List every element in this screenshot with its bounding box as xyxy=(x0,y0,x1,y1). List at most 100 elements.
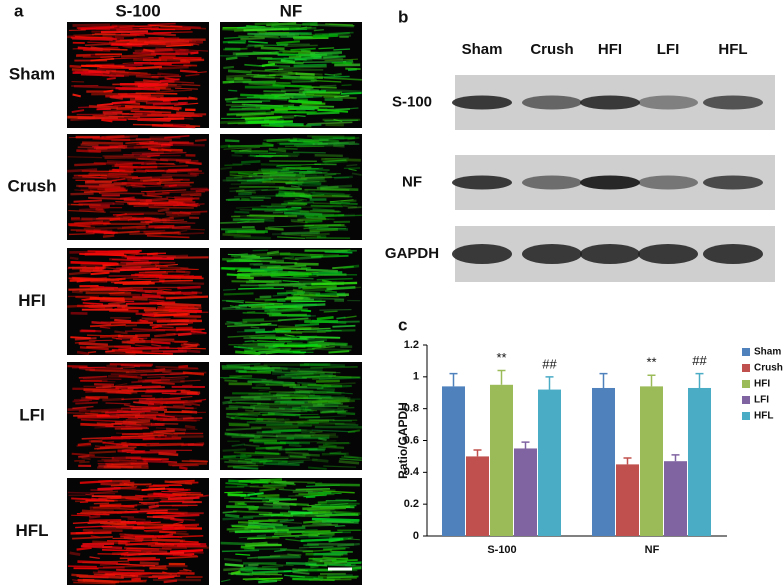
fiber xyxy=(79,366,96,371)
fiber xyxy=(260,52,303,56)
fiber xyxy=(253,404,301,409)
fiber xyxy=(329,451,342,455)
fiber xyxy=(262,484,287,487)
fiber xyxy=(137,82,169,88)
fiber xyxy=(256,534,267,537)
fiber xyxy=(110,262,151,266)
fiber xyxy=(239,454,252,460)
fiber xyxy=(276,163,322,167)
fiber xyxy=(285,538,304,542)
fiber xyxy=(125,423,164,428)
fiber xyxy=(82,377,122,380)
fiber xyxy=(89,368,136,373)
fiber xyxy=(295,487,331,491)
fiber xyxy=(111,456,141,460)
fiber xyxy=(274,549,286,553)
fiber xyxy=(156,181,194,185)
fiber xyxy=(301,523,339,527)
fiber xyxy=(94,32,140,36)
fiber xyxy=(121,112,162,116)
fiber xyxy=(135,92,178,95)
fiber xyxy=(265,500,280,503)
fiber xyxy=(224,379,238,383)
fiber xyxy=(225,176,243,180)
fiber xyxy=(233,451,280,455)
fiber xyxy=(253,264,281,267)
fiber xyxy=(90,271,110,276)
fiber xyxy=(231,443,246,447)
fiber xyxy=(302,21,318,26)
fiber xyxy=(320,187,359,192)
fiber xyxy=(74,70,104,76)
fiber xyxy=(271,522,282,526)
fiber xyxy=(324,58,358,62)
fiber xyxy=(323,465,357,468)
fiber xyxy=(132,123,174,126)
fiber xyxy=(279,252,324,258)
fiber xyxy=(100,30,149,34)
fiber xyxy=(103,89,114,93)
fiber xyxy=(236,112,275,117)
fiber xyxy=(300,337,315,341)
fiber xyxy=(294,535,333,538)
fiber xyxy=(97,462,114,465)
fiber xyxy=(242,577,283,580)
legend-label: HFI xyxy=(754,379,770,390)
fiber xyxy=(238,370,272,374)
fiber xyxy=(245,577,259,581)
fiber xyxy=(116,563,156,567)
fiber xyxy=(290,185,300,188)
fiber xyxy=(71,452,95,457)
fiber xyxy=(111,178,126,182)
fiber xyxy=(310,192,351,196)
fiber xyxy=(284,419,330,424)
fiber xyxy=(294,433,330,437)
fiber xyxy=(130,110,172,114)
fiber xyxy=(172,341,199,344)
fiber xyxy=(121,254,136,258)
fiber xyxy=(311,319,347,325)
fiber xyxy=(323,382,356,386)
fiber xyxy=(102,65,122,69)
fiber xyxy=(179,69,198,74)
fiber xyxy=(223,47,248,51)
significance-mark: ** xyxy=(646,355,656,370)
fiber xyxy=(325,329,356,332)
fiber xyxy=(255,446,283,450)
fiber xyxy=(82,285,105,288)
fiber xyxy=(250,271,298,274)
blot-band xyxy=(638,244,698,264)
fiber xyxy=(136,169,150,172)
fiber xyxy=(280,171,303,176)
blot-band xyxy=(638,95,698,110)
fiber xyxy=(265,446,282,450)
fiber xyxy=(336,316,346,320)
fiber xyxy=(143,41,192,47)
fiber xyxy=(184,407,197,410)
fiber xyxy=(224,97,238,101)
fiber xyxy=(263,503,290,507)
fiber xyxy=(81,329,102,333)
lane-label: LFI xyxy=(657,41,680,58)
fiber xyxy=(311,517,360,522)
fiber xyxy=(332,265,354,270)
fiber xyxy=(260,46,285,51)
y-tick-label: 0.8 xyxy=(404,403,419,415)
fiber xyxy=(182,416,203,420)
fiber xyxy=(159,279,193,282)
blot-band xyxy=(522,244,582,264)
fiber xyxy=(318,214,362,218)
fiber xyxy=(268,177,307,181)
fiber xyxy=(165,555,199,559)
fiber xyxy=(315,483,360,487)
fiber xyxy=(298,280,345,284)
fiber xyxy=(312,376,352,381)
fiber xyxy=(144,378,185,381)
fiber xyxy=(318,492,342,495)
fiber xyxy=(312,208,335,212)
fiber xyxy=(73,33,116,36)
fiber xyxy=(96,102,114,107)
fiber xyxy=(194,398,207,402)
fiber xyxy=(241,106,257,110)
fiber xyxy=(95,249,142,253)
